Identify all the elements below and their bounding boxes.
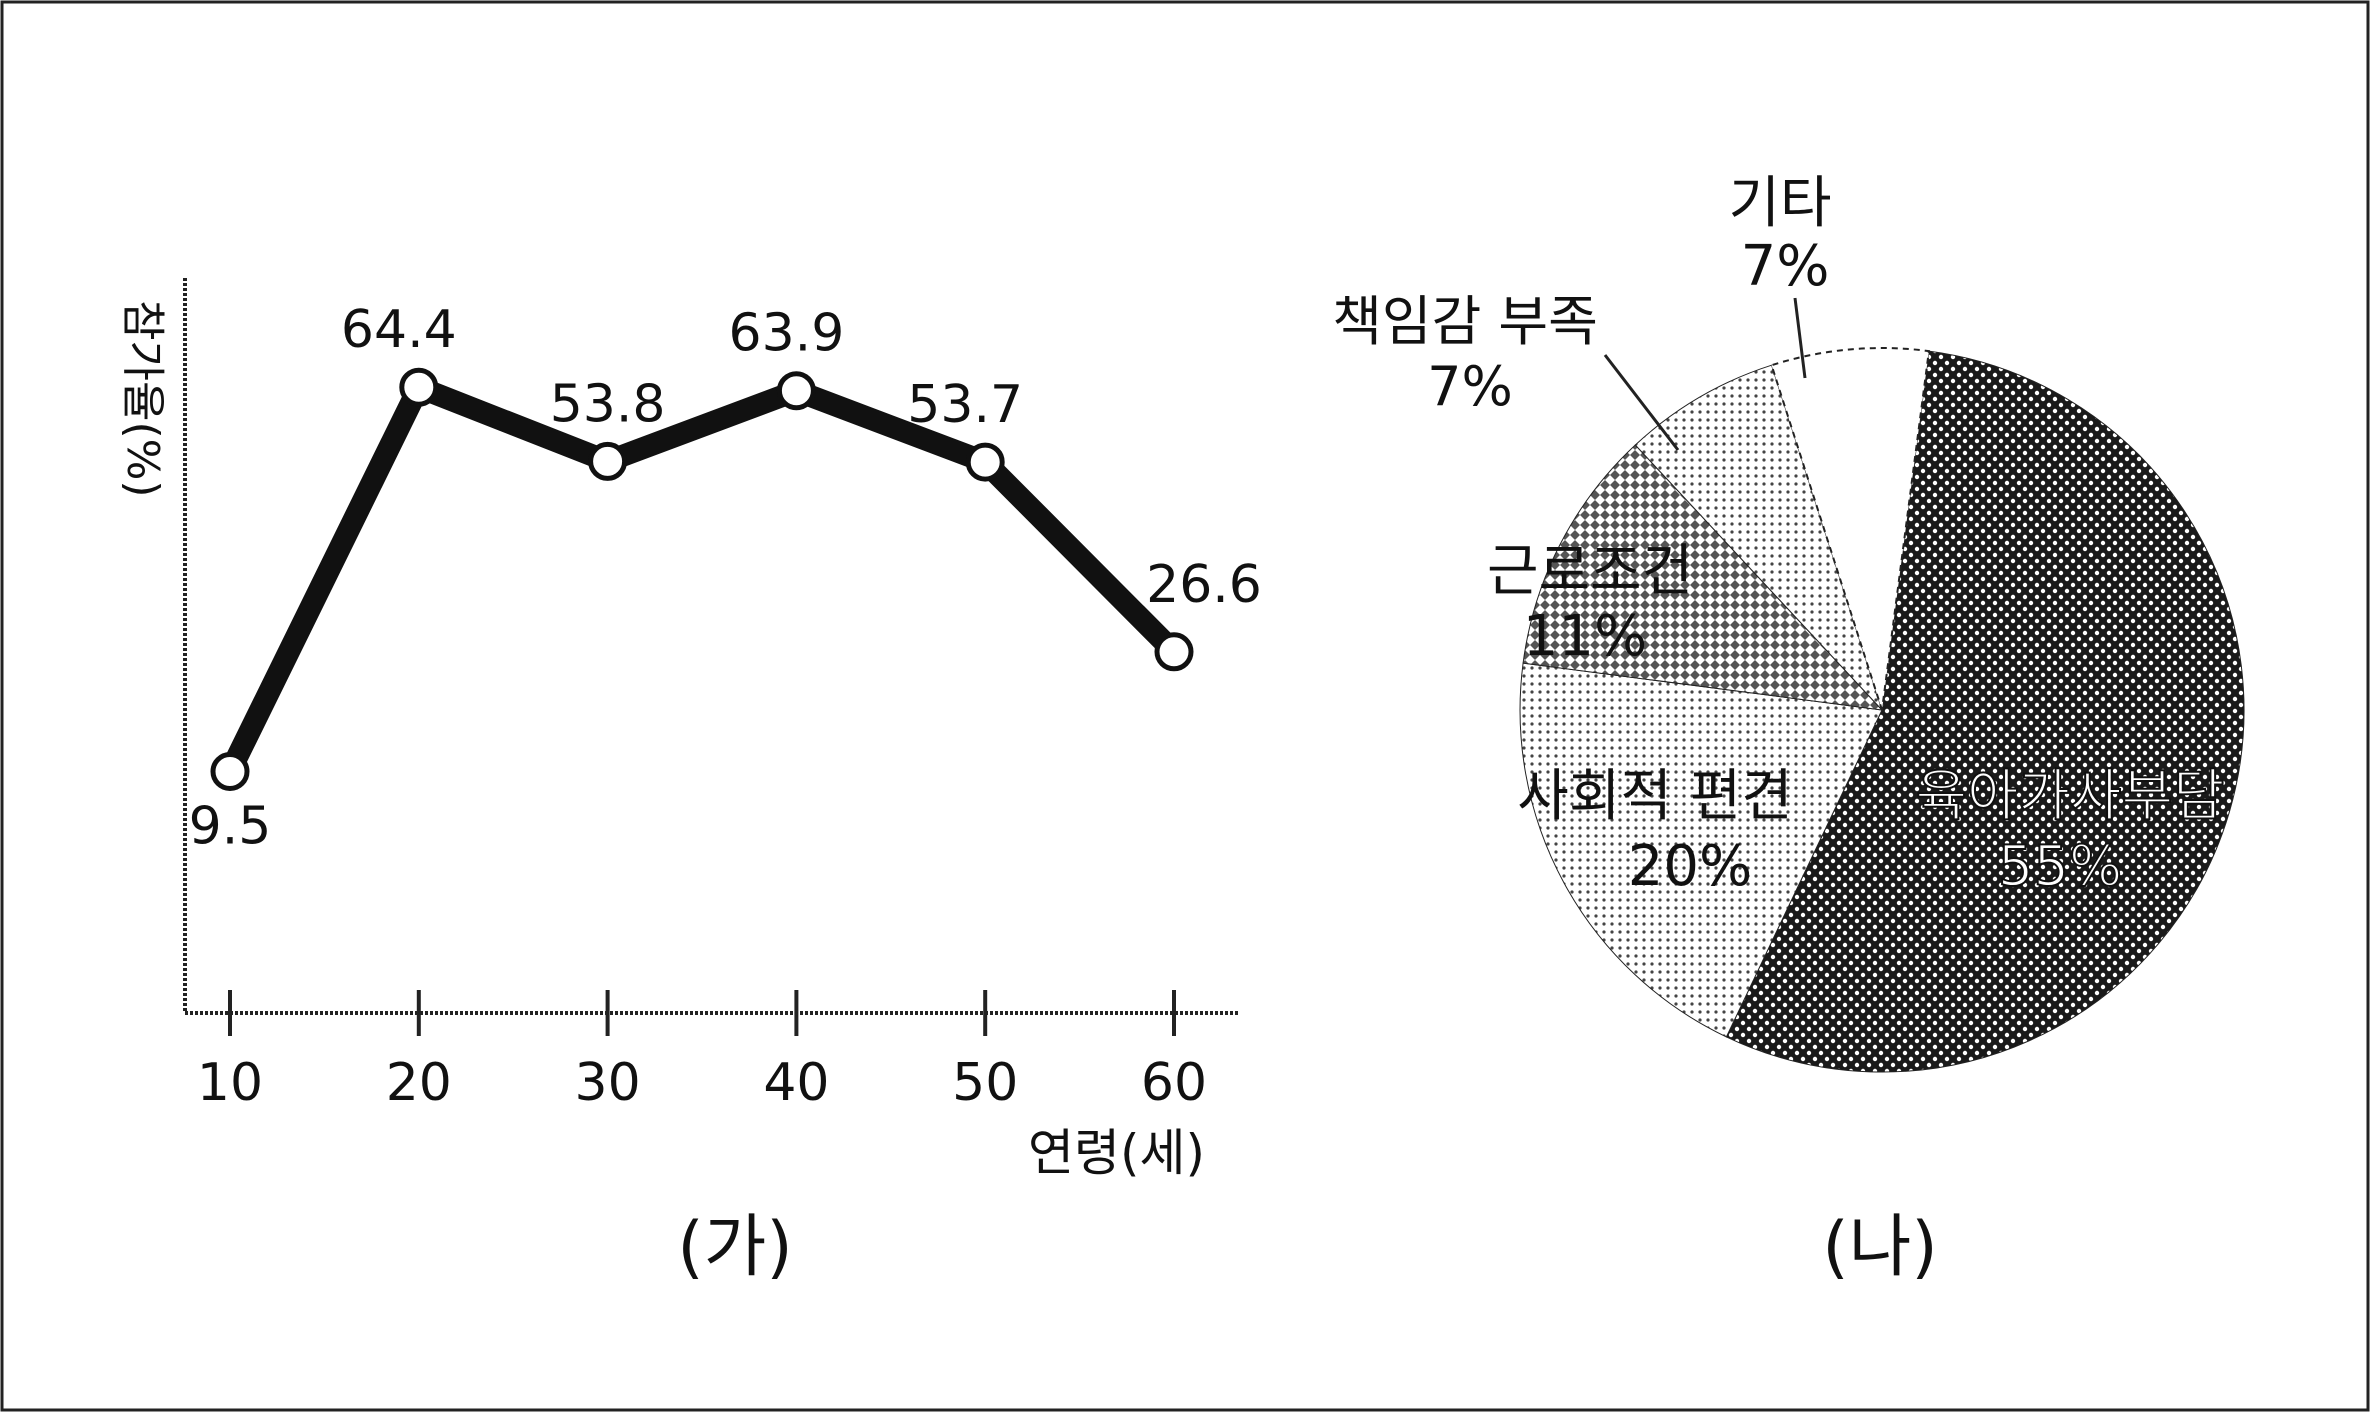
data-label: 53.8 xyxy=(550,374,666,434)
data-label: 9.5 xyxy=(189,797,272,857)
x-tick-label: 10 xyxy=(197,1053,263,1113)
slice-value-prejudice: 20% xyxy=(1628,834,1752,899)
y-axis-label: 참가율(%) xyxy=(117,300,168,498)
x-tick-label: 60 xyxy=(1141,1053,1207,1113)
data-point xyxy=(1154,632,1194,672)
data-points: 9.5 64.4 53.8 63.9 53.7 26.6 xyxy=(189,300,1262,856)
data-point xyxy=(965,442,1005,482)
pie-slice xyxy=(1634,364,1883,711)
data-label: 53.7 xyxy=(907,375,1023,435)
data-point xyxy=(210,752,250,791)
slice-value-childcare: 55% xyxy=(1998,834,2122,899)
slice-label-childcare: 육아가사부담 xyxy=(1915,764,2224,829)
x-tick-label: 50 xyxy=(952,1053,1018,1113)
x-tick-label: 20 xyxy=(386,1053,452,1113)
slice-label-responsibility: 책임감 부족 xyxy=(1332,290,1598,353)
pie-slice xyxy=(1725,350,2245,1073)
slice-value-conditions: 11% xyxy=(1523,604,1647,669)
leader-other xyxy=(1793,297,1807,379)
slice-label-prejudice: 사회적 편견 xyxy=(1517,764,1792,829)
data-label: 64.4 xyxy=(341,300,457,360)
data-label: 26.6 xyxy=(1146,555,1262,615)
x-axis-label: 연령(세) xyxy=(1028,1124,1205,1182)
pie-chart: 육아가사부담 55% 사회적 편견 20% 근로조건 11% 책임감 부족 7%… xyxy=(1332,171,2245,1287)
pie-slices xyxy=(1519,347,2245,1073)
x-ticks: 10 20 30 40 50 60 xyxy=(197,990,1207,1113)
data-point xyxy=(399,367,439,407)
data-point xyxy=(776,371,816,411)
leader-responsibility xyxy=(1603,354,1680,451)
caption-a: (가) xyxy=(677,1208,793,1287)
data-label: 63.9 xyxy=(729,304,845,364)
slice-label-conditions: 근로조건 xyxy=(1487,539,1693,604)
x-tick-label: 30 xyxy=(575,1053,641,1113)
line-chart: 참가율(%) 10 20 30 40 50 60 9.5 64.4 53.8 63.9 53.7 2… xyxy=(117,278,1262,1287)
caption-b: (나) xyxy=(1822,1208,1938,1287)
data-point xyxy=(588,441,628,481)
pie-slice xyxy=(1519,662,1883,1038)
slice-label-other: 기타 xyxy=(1728,171,1831,236)
x-tick-label: 40 xyxy=(763,1053,829,1113)
series-line xyxy=(219,376,1185,783)
slice-value-other: 7% xyxy=(1741,234,1830,299)
slice-value-responsibility: 7% xyxy=(1427,355,1513,418)
pie-slice xyxy=(1522,444,1884,711)
pie-slice xyxy=(1770,347,1931,711)
